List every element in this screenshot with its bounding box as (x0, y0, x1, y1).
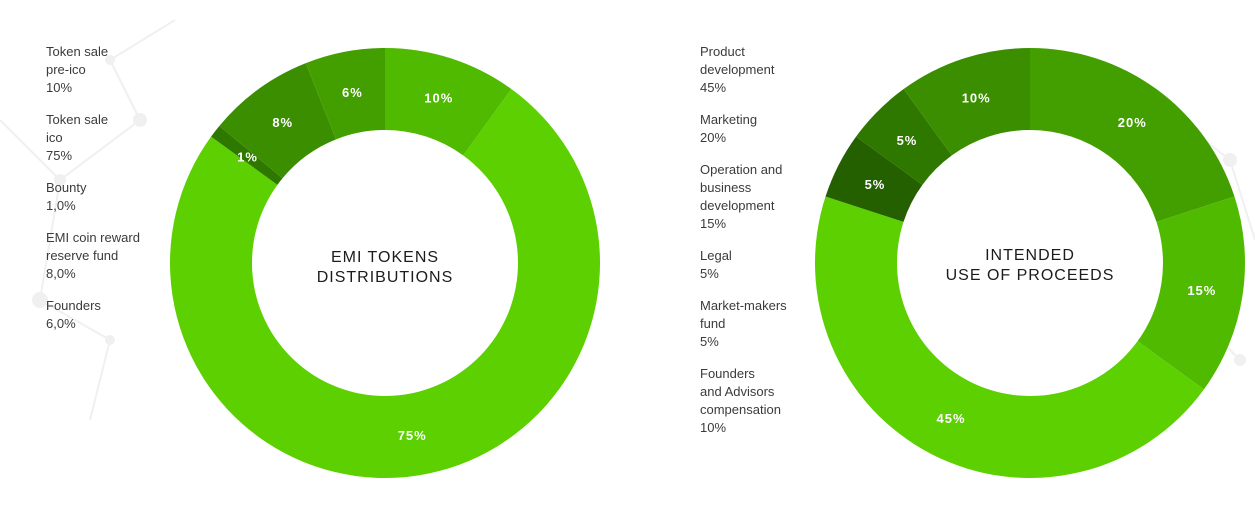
slice-label: 10% (962, 91, 991, 106)
donut-slice (170, 89, 600, 478)
donut-slice (1030, 48, 1235, 222)
slice-label: 8% (272, 115, 293, 130)
legend-item: EMI coin reward reserve fund 8,0% (46, 230, 140, 281)
slice-label: 5% (897, 133, 918, 148)
donut-slice (211, 125, 283, 185)
legend-item: Operation and business development 15% (700, 162, 783, 231)
donut-slice (825, 136, 923, 222)
legend-item: Marketing 20% (700, 112, 758, 145)
donut-chart-use-of-proceeds: 20% 15% 45% 5% 5% 10% (815, 48, 1245, 478)
legend-item: Product development 45% (700, 44, 775, 95)
donut-slice (219, 63, 337, 179)
chart-title-token-distribution: EMI TOKENS DISTRIBUTIONS (316, 249, 454, 286)
slice-label: 1% (237, 149, 258, 164)
donut-chart-token-distribution: 10% 75% 1% 8% 6% (170, 48, 600, 478)
legend-item: Bounty 1,0% (46, 180, 87, 213)
chart-title-use-of-proceeds: INTENDED USE OF PROCEEDS (945, 247, 1115, 284)
legend-item: Token sale ico 75% (46, 112, 109, 163)
donut-slice (385, 48, 512, 156)
legend-token-distribution: Token sale pre-ico 10% Token sale ico 75… (46, 43, 140, 347)
legend-item: Founders and Advisors compensation 10% (700, 366, 781, 435)
legend-use-of-proceeds: Product development 45% Marketing 20% Op… (700, 43, 787, 451)
slice-label: 15% (1187, 283, 1216, 298)
donut-slice (305, 48, 385, 140)
donut-slice (815, 196, 1204, 478)
donut-slice (1137, 196, 1245, 390)
slice-label: 75% (398, 428, 427, 443)
slice-label: 45% (936, 411, 965, 426)
slice-label: 10% (424, 91, 453, 106)
slice-label: 6% (342, 85, 363, 100)
legend-item: Legal 5% (700, 248, 732, 281)
legend-item: Token sale pre-ico 10% (46, 44, 109, 95)
slice-label: 20% (1118, 115, 1147, 130)
legend-item: Founders 6,0% (46, 298, 101, 331)
slice-label: 5% (865, 177, 886, 192)
legend-item: Market-makers fund 5% (700, 298, 787, 349)
donut-slice (903, 48, 1030, 156)
donut-slice (856, 89, 952, 185)
